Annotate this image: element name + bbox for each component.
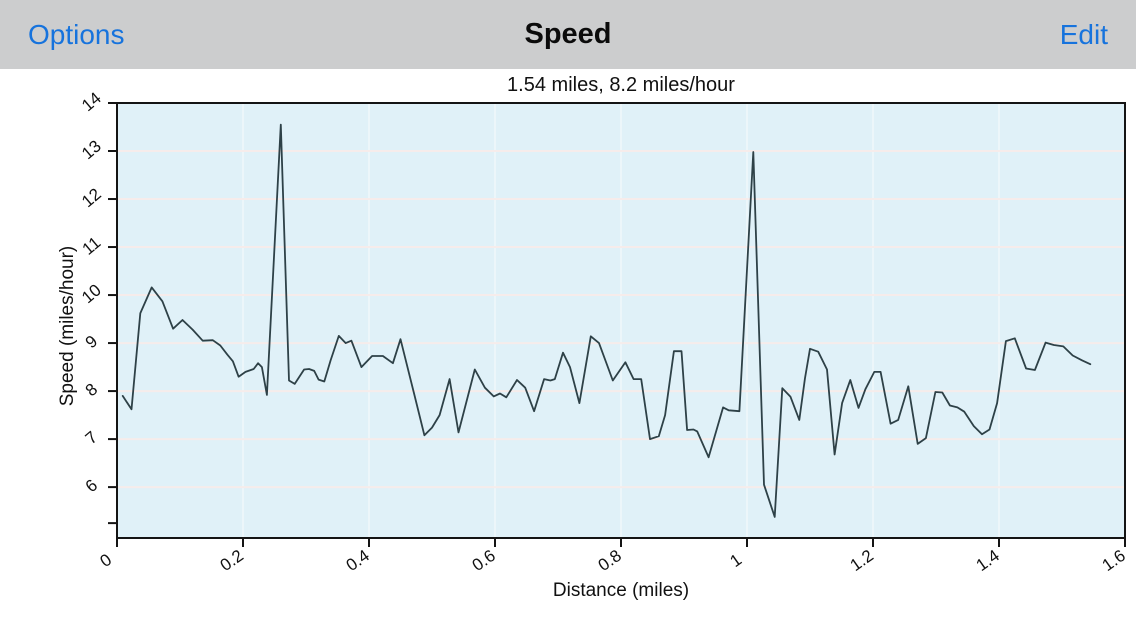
x-tick-label: 0.2: [217, 546, 247, 575]
edit-button[interactable]: Edit: [1060, 0, 1108, 69]
y-axis-label: Speed (miles/hour): [57, 245, 78, 407]
y-tick-label: 6: [82, 476, 101, 497]
y-tick-label: 10: [78, 280, 105, 307]
x-tick-label: 1: [727, 550, 746, 571]
y-tick-label: 11: [79, 233, 105, 259]
y-tick-label: 12: [78, 184, 105, 211]
x-tick-label: 1.2: [847, 546, 877, 575]
x-tick-label: 0.6: [469, 546, 499, 575]
x-axis-label: Distance (miles): [552, 580, 690, 601]
speed-line: [121, 123, 1092, 518]
y-tick-label: 9: [82, 332, 101, 353]
nav-title: Speed: [524, 18, 612, 50]
y-tick-label: 14: [78, 88, 105, 115]
chart-title: 1.54 miles, 8.2 miles/hour: [507, 74, 735, 96]
x-tick-label: 1.6: [1099, 546, 1129, 575]
speed-chart: 0 0.2 0.4 0.6 0.8 1 1.2 1.4 1.6 6 7 8 9 10 11 12 13 14: [78, 88, 1129, 575]
x-tick-label: 0: [97, 550, 116, 571]
x-tick-label: 0.4: [343, 546, 373, 575]
options-button[interactable]: Options: [28, 0, 125, 69]
x-tick-label: 0.8: [595, 546, 625, 575]
y-tick-label: 7: [82, 428, 101, 449]
x-tick-label: 1.4: [973, 546, 1003, 575]
navigation-bar: Options Speed Edit: [0, 0, 1136, 69]
chart-area: 1.54 miles, 8.2 miles/hour 0 0.2 0.4 0.6 0.8…: [0, 69, 1136, 639]
y-tick-label: 13: [78, 136, 105, 163]
y-tick-label: 8: [82, 380, 101, 401]
